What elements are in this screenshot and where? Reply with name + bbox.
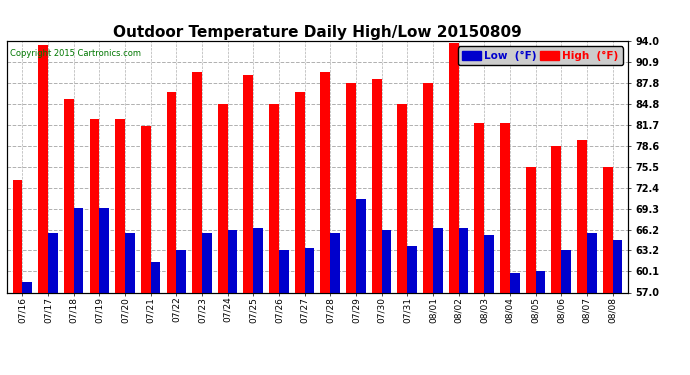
- Bar: [22, 282, 32, 292]
- Bar: [356, 199, 366, 292]
- Bar: [166, 92, 176, 292]
- Bar: [484, 235, 494, 292]
- Bar: [228, 230, 237, 292]
- Bar: [304, 248, 315, 292]
- Bar: [382, 230, 391, 292]
- Bar: [526, 167, 535, 292]
- Text: Copyright 2015 Cartronics.com: Copyright 2015 Cartronics.com: [10, 49, 141, 58]
- Bar: [74, 208, 83, 292]
- Bar: [586, 233, 597, 292]
- Bar: [561, 251, 571, 292]
- Bar: [295, 92, 304, 292]
- Bar: [603, 167, 613, 292]
- Bar: [218, 104, 228, 292]
- Bar: [372, 79, 382, 292]
- Bar: [48, 233, 58, 292]
- Legend: Low  (°F), High  (°F): Low (°F), High (°F): [457, 46, 622, 65]
- Bar: [433, 228, 442, 292]
- Bar: [12, 180, 22, 292]
- Bar: [535, 272, 545, 292]
- Bar: [577, 140, 586, 292]
- Bar: [269, 104, 279, 292]
- Bar: [459, 228, 469, 292]
- Bar: [202, 233, 212, 292]
- Bar: [423, 83, 433, 292]
- Bar: [115, 119, 125, 292]
- Bar: [320, 72, 331, 292]
- Bar: [64, 99, 74, 292]
- Bar: [244, 75, 253, 292]
- Bar: [176, 251, 186, 292]
- Bar: [510, 273, 520, 292]
- Bar: [613, 240, 622, 292]
- Bar: [141, 126, 150, 292]
- Bar: [150, 262, 160, 292]
- Bar: [125, 233, 135, 292]
- Bar: [253, 228, 263, 292]
- Bar: [346, 83, 356, 292]
- Bar: [90, 119, 99, 292]
- Bar: [448, 43, 459, 292]
- Bar: [500, 123, 510, 292]
- Bar: [551, 146, 561, 292]
- Bar: [475, 123, 484, 292]
- Title: Outdoor Temperature Daily High/Low 20150809: Outdoor Temperature Daily High/Low 20150…: [113, 25, 522, 40]
- Bar: [397, 104, 407, 292]
- Bar: [38, 45, 48, 292]
- Bar: [193, 72, 202, 292]
- Bar: [407, 246, 417, 292]
- Bar: [331, 233, 340, 292]
- Bar: [279, 251, 288, 292]
- Bar: [99, 208, 109, 292]
